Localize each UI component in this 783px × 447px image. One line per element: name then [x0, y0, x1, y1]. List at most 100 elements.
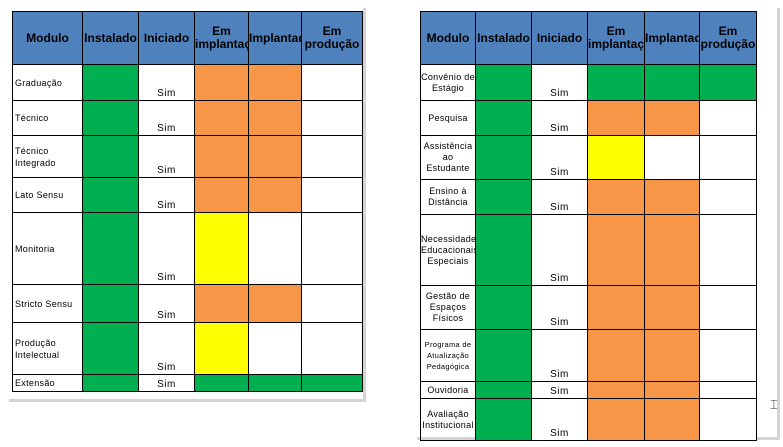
module-name: Graduação	[12, 64, 83, 101]
status-em-producao	[699, 381, 757, 399]
status-em-producao	[699, 214, 757, 286]
status-em-implantacao	[587, 64, 645, 101]
header-em-implantacao: Em implantação	[194, 11, 249, 65]
table-row: Stricto Sensu Sim	[12, 284, 363, 323]
status-iniciado: Sim	[531, 285, 588, 330]
module-name: Avaliação Institucional	[420, 398, 476, 441]
module-name: Assistência ao Estudante	[420, 135, 476, 180]
module-name: Gestão de Espaços Físicos	[420, 285, 476, 330]
status-implantado	[644, 100, 700, 136]
status-em-implantacao	[587, 398, 645, 441]
status-implantado	[248, 64, 302, 101]
text-cursor-icon: ⌶	[770, 397, 778, 412]
status-iniciado: Sim	[138, 100, 195, 136]
status-instalado	[82, 284, 139, 323]
status-instalado	[475, 64, 532, 101]
status-em-producao	[699, 100, 757, 136]
status-instalado	[475, 398, 532, 441]
status-instalado	[475, 381, 532, 399]
table-row: Ensino à Distância Sim	[420, 179, 757, 215]
status-em-implantacao	[587, 329, 645, 382]
status-em-producao	[301, 322, 363, 375]
module-name: Lato Sensu	[12, 177, 83, 213]
status-em-implantacao	[587, 179, 645, 215]
table-row: Graduação Sim	[12, 64, 363, 101]
status-iniciado: Sim	[138, 64, 195, 101]
status-instalado	[475, 179, 532, 215]
left-status-table: Modulo Instalado Iniciado Em implantação…	[12, 11, 363, 392]
table-row: Técnico Sim	[12, 100, 363, 136]
status-iniciado: Sim	[531, 398, 588, 441]
status-iniciado: Sim	[531, 179, 588, 215]
status-em-implantacao	[194, 212, 249, 285]
status-em-producao	[699, 64, 757, 101]
status-iniciado: Sim	[138, 177, 195, 213]
table-row: Assistência ao Estudante Sim	[420, 135, 757, 180]
left-table-frame	[9, 8, 366, 402]
status-em-implantacao	[194, 135, 249, 178]
status-implantado	[644, 398, 700, 441]
status-instalado	[82, 374, 139, 392]
status-implantado	[644, 179, 700, 215]
module-name: Técnico	[12, 100, 83, 136]
header-row: Modulo Instalado Iniciado Em implantação…	[12, 11, 363, 65]
table-row: Pesquisa Sim	[420, 100, 757, 136]
status-iniciado: Sim	[531, 329, 588, 382]
table-row: Lato Sensu Sim	[12, 177, 363, 213]
status-implantado	[644, 285, 700, 330]
status-instalado	[82, 100, 139, 136]
table-row: Avaliação Institucional Sim	[420, 398, 757, 441]
status-instalado	[82, 212, 139, 285]
table-row: Gestão de Espaços Físicos Sim	[420, 285, 757, 330]
status-em-producao	[301, 100, 363, 136]
status-instalado	[82, 64, 139, 101]
module-name: Produção Intelectual	[12, 322, 83, 375]
module-name: Ensino à Distância	[420, 179, 476, 215]
header-em-producao: Em produção	[301, 11, 363, 65]
status-implantado	[248, 135, 302, 178]
status-implantado	[644, 329, 700, 382]
status-iniciado: Sim	[531, 135, 588, 180]
status-em-implantacao	[587, 381, 645, 399]
status-implantado	[248, 100, 302, 136]
table-row: Ouvidoria Sim	[420, 381, 757, 399]
status-iniciado: Sim	[531, 64, 588, 101]
status-em-producao	[301, 177, 363, 213]
status-implantado	[644, 381, 700, 399]
status-instalado	[475, 100, 532, 136]
status-em-implantacao	[194, 100, 249, 136]
status-em-implantacao	[587, 214, 645, 286]
status-implantado	[644, 64, 700, 101]
status-em-producao	[301, 284, 363, 323]
status-em-implantacao	[194, 374, 249, 392]
status-em-producao	[301, 212, 363, 285]
status-iniciado: Sim	[138, 212, 195, 285]
header-row: Modulo Instalado Iniciado Em implantação…	[420, 11, 757, 65]
table-row: Programa de Atualização Pedagógica Sim	[420, 329, 757, 382]
status-instalado	[82, 177, 139, 213]
status-em-implantacao	[587, 135, 645, 180]
status-iniciado: Sim	[138, 284, 195, 323]
header-iniciado: Iniciado	[138, 11, 195, 65]
module-name: Programa de Atualização Pedagógica	[420, 329, 476, 382]
status-em-implantacao	[587, 285, 645, 330]
status-instalado	[82, 135, 139, 178]
status-iniciado: Sim	[138, 135, 195, 178]
header-iniciado: Iniciado	[531, 11, 588, 65]
status-em-producao	[699, 329, 757, 382]
status-em-implantacao	[194, 177, 249, 213]
status-iniciado: Sim	[138, 374, 195, 392]
status-em-implantacao	[587, 100, 645, 136]
module-name: Técnico Integrado	[12, 135, 83, 178]
status-em-producao	[699, 398, 757, 441]
header-em-implantacao: Em implantação	[587, 11, 645, 65]
status-em-producao	[301, 64, 363, 101]
status-em-implantacao	[194, 64, 249, 101]
status-iniciado: Sim	[531, 214, 588, 286]
table-row: Extensão Sim	[12, 374, 363, 392]
status-instalado	[475, 285, 532, 330]
status-instalado	[82, 322, 139, 375]
module-name: Monitoria	[12, 212, 83, 285]
table-row: Produção Intelectual Sim	[12, 322, 363, 375]
status-implantado	[644, 135, 700, 180]
